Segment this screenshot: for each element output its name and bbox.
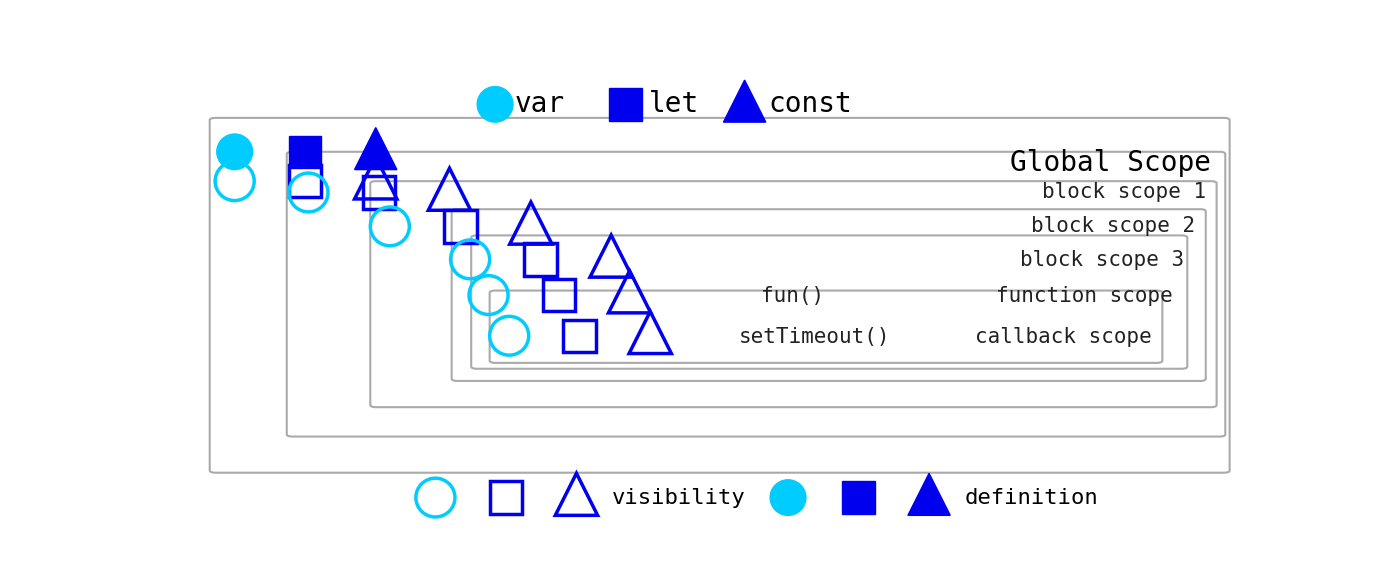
Bar — [444, 210, 476, 242]
Bar — [843, 481, 875, 514]
Text: definition: definition — [965, 488, 1099, 508]
FancyBboxPatch shape — [452, 209, 1205, 381]
Ellipse shape — [217, 134, 252, 170]
FancyBboxPatch shape — [370, 181, 1217, 407]
Bar — [288, 136, 322, 168]
Bar — [609, 88, 641, 120]
FancyBboxPatch shape — [490, 291, 1162, 363]
Text: callback scope: callback scope — [974, 327, 1151, 347]
Bar — [525, 243, 557, 275]
Text: fun(): fun() — [762, 286, 825, 306]
Text: block scope 3: block scope 3 — [1021, 250, 1184, 270]
Ellipse shape — [477, 86, 512, 122]
Polygon shape — [909, 473, 951, 515]
Bar — [288, 165, 322, 197]
Text: var: var — [515, 90, 564, 119]
Text: block scope 2: block scope 2 — [1030, 217, 1196, 237]
Text: setTimeout(): setTimeout() — [739, 327, 890, 347]
FancyBboxPatch shape — [210, 118, 1229, 473]
FancyBboxPatch shape — [472, 235, 1187, 369]
Bar — [563, 319, 596, 352]
Polygon shape — [354, 127, 396, 170]
Ellipse shape — [770, 480, 806, 515]
Polygon shape — [724, 80, 766, 122]
Text: function scope: function scope — [997, 286, 1173, 306]
Bar — [543, 279, 575, 311]
Bar — [363, 176, 395, 208]
Text: let: let — [650, 90, 700, 119]
Text: Global Scope: Global Scope — [1011, 149, 1211, 177]
FancyBboxPatch shape — [287, 152, 1225, 437]
Text: visibility: visibility — [612, 488, 746, 508]
Text: block scope 1: block scope 1 — [1042, 183, 1205, 203]
Bar — [490, 481, 522, 514]
Text: const: const — [769, 90, 853, 119]
